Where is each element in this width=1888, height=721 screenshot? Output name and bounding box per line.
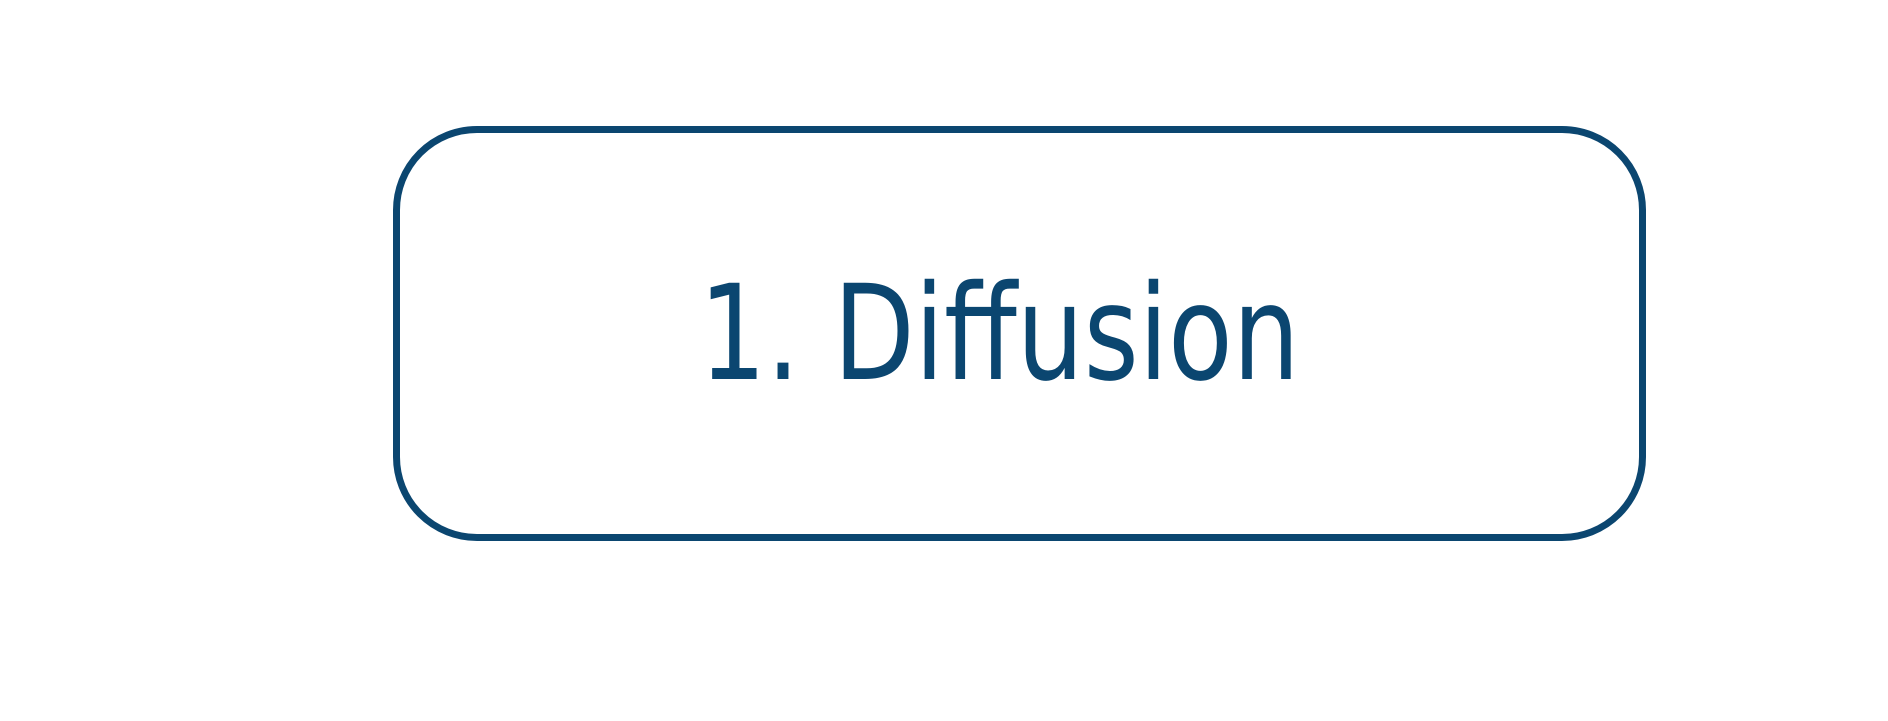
diffusion-box: 1. Diffusion (393, 126, 1646, 541)
diffusion-label: 1. Diffusion (699, 256, 1300, 411)
